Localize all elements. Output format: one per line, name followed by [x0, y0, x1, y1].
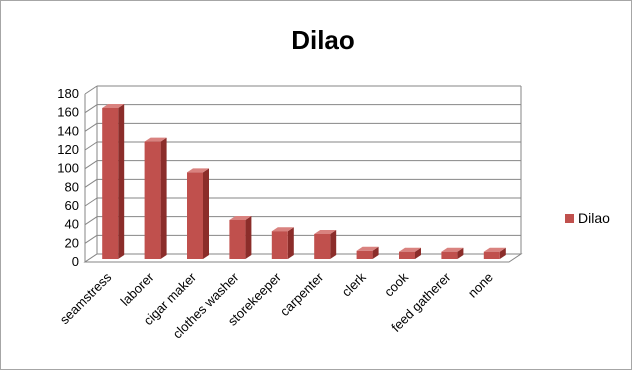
- bar-side: [499, 247, 506, 259]
- bar-side: [372, 246, 379, 259]
- y-tick-label: 80: [65, 179, 79, 194]
- bar: [441, 251, 458, 259]
- bar-top: [229, 216, 252, 220]
- bar-side: [203, 168, 209, 259]
- bar-top: [356, 246, 379, 251]
- bar-top: [399, 247, 421, 252]
- bar-side: [457, 247, 464, 259]
- bar-side: [118, 104, 125, 259]
- x-tick-label: cook: [381, 269, 411, 299]
- x-tick-label: none: [465, 270, 496, 301]
- gridline-side: [84, 85, 98, 95]
- bar-side: [330, 230, 337, 259]
- bar-top: [144, 137, 167, 142]
- y-tick-label: 160: [57, 105, 79, 120]
- x-tick-label: clerk: [339, 269, 369, 299]
- bar: [187, 172, 203, 259]
- bar-top: [483, 247, 506, 252]
- bar-top: [271, 227, 294, 232]
- bar-side: [160, 137, 167, 259]
- bar-top: [441, 247, 464, 252]
- bar: [314, 234, 331, 259]
- gridline-side: [84, 216, 98, 226]
- y-tick-label: 40: [65, 217, 79, 232]
- bar: [356, 250, 373, 259]
- y-tick-label: 60: [65, 198, 79, 213]
- bar-side: [415, 247, 421, 259]
- bar-side: [287, 227, 294, 259]
- x-tick-label: seamstress: [57, 269, 115, 327]
- y-tick-label: 140: [57, 123, 79, 138]
- chart: Dilao 0 20 40 60 80 100 120 140 160 180 seamstress…: [57, 25, 610, 341]
- gridline-side: [84, 197, 98, 207]
- y-tick-label: 180: [57, 86, 79, 101]
- gridline-side: [84, 160, 98, 170]
- bar-top: [314, 230, 337, 234]
- gridline-side: [84, 234, 98, 244]
- gridline-side: [84, 178, 98, 188]
- bar: [271, 231, 288, 259]
- y-tick-label: 20: [65, 235, 79, 250]
- x-tick-label: carpenter: [277, 269, 327, 319]
- gridline-side: [84, 104, 98, 114]
- bar: [102, 108, 119, 259]
- legend: Dilao: [565, 210, 610, 226]
- bar-top: [187, 168, 209, 173]
- y-tick-label: 0: [72, 254, 79, 269]
- y-tick-label: 100: [57, 161, 79, 176]
- y-tick-label: 120: [57, 142, 79, 157]
- bar: [399, 251, 415, 259]
- bar-top: [102, 104, 125, 108]
- bar: [483, 251, 500, 259]
- bar: [144, 141, 161, 259]
- bar: [229, 220, 246, 259]
- chart-title: Dilao: [291, 25, 355, 55]
- plot-area: 0 20 40 60 80 100 120 140 160 180 seamstress labore…: [57, 85, 523, 341]
- legend-label: Dilao: [578, 210, 610, 226]
- bar-side: [245, 216, 252, 259]
- gridline-side: [84, 141, 98, 151]
- legend-swatch: [565, 214, 574, 223]
- x-tick-label: laborer: [117, 269, 157, 309]
- gridline-side: [84, 122, 98, 132]
